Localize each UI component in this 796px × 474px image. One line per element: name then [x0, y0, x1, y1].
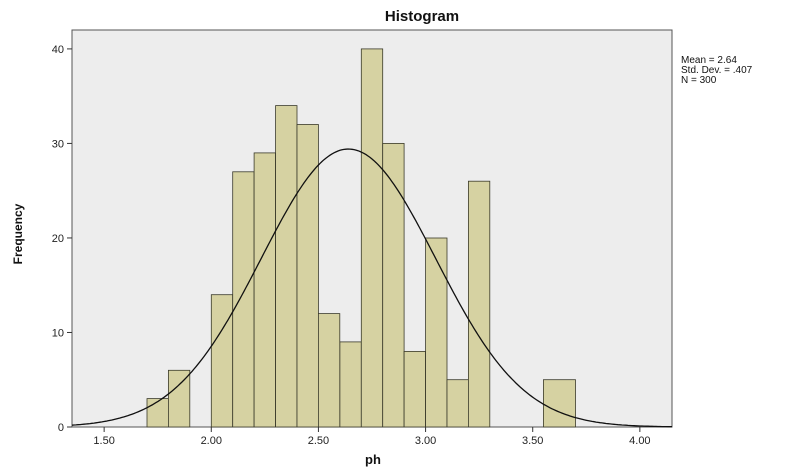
- histogram-bar: [232, 171, 255, 428]
- y-tick-label: 0: [58, 422, 64, 434]
- x-tick-label: 2.50: [308, 435, 329, 447]
- x-tick-label: 3.50: [522, 435, 543, 447]
- histogram-bar: [210, 294, 234, 428]
- histogram-bar: [403, 350, 426, 428]
- stat-std-dev: Std. Dev. = .407: [681, 65, 753, 76]
- x-tick-label: 3.00: [415, 435, 436, 447]
- stat-n: N = 300: [681, 75, 717, 86]
- y-axis-label: Frequency: [11, 203, 25, 264]
- histogram-bar: [296, 124, 319, 428]
- histogram-bar: [543, 379, 576, 428]
- histogram-bar: [253, 152, 276, 428]
- histogram-bar: [360, 48, 384, 428]
- y-tick-label: 20: [52, 233, 64, 245]
- stats-legend: Mean = 2.64 Std. Dev. = .407 N = 300: [681, 56, 752, 86]
- axes: 1.50 2.00 2.50 3.00 3.50 4.00 0 10 20 30 40: [52, 44, 651, 447]
- x-tick-label: 1.50: [93, 435, 114, 447]
- histogram-bar: [275, 105, 298, 428]
- stat-mean: Mean = 2.64: [681, 55, 737, 66]
- x-axis-label: ph: [365, 452, 381, 467]
- normal-curve-line: [71, 148, 672, 428]
- y-tick-label: 10: [52, 327, 64, 339]
- x-tick-label: 2.00: [201, 435, 222, 447]
- histogram-bar: [167, 369, 191, 428]
- bar-series: [146, 48, 576, 428]
- y-tick-label: 30: [52, 138, 64, 150]
- histogram-bar: [425, 237, 448, 428]
- histogram-bar: [146, 398, 169, 428]
- y-tick-label: 40: [52, 44, 64, 56]
- x-tick-label: 4.00: [629, 435, 650, 447]
- histogram-bar: [339, 341, 362, 428]
- histogram-bar: [382, 142, 405, 428]
- histogram-bar: [467, 180, 491, 428]
- chart-title: Histogram: [385, 8, 459, 25]
- histogram-bar: [317, 313, 341, 428]
- histogram-bar: [446, 379, 469, 428]
